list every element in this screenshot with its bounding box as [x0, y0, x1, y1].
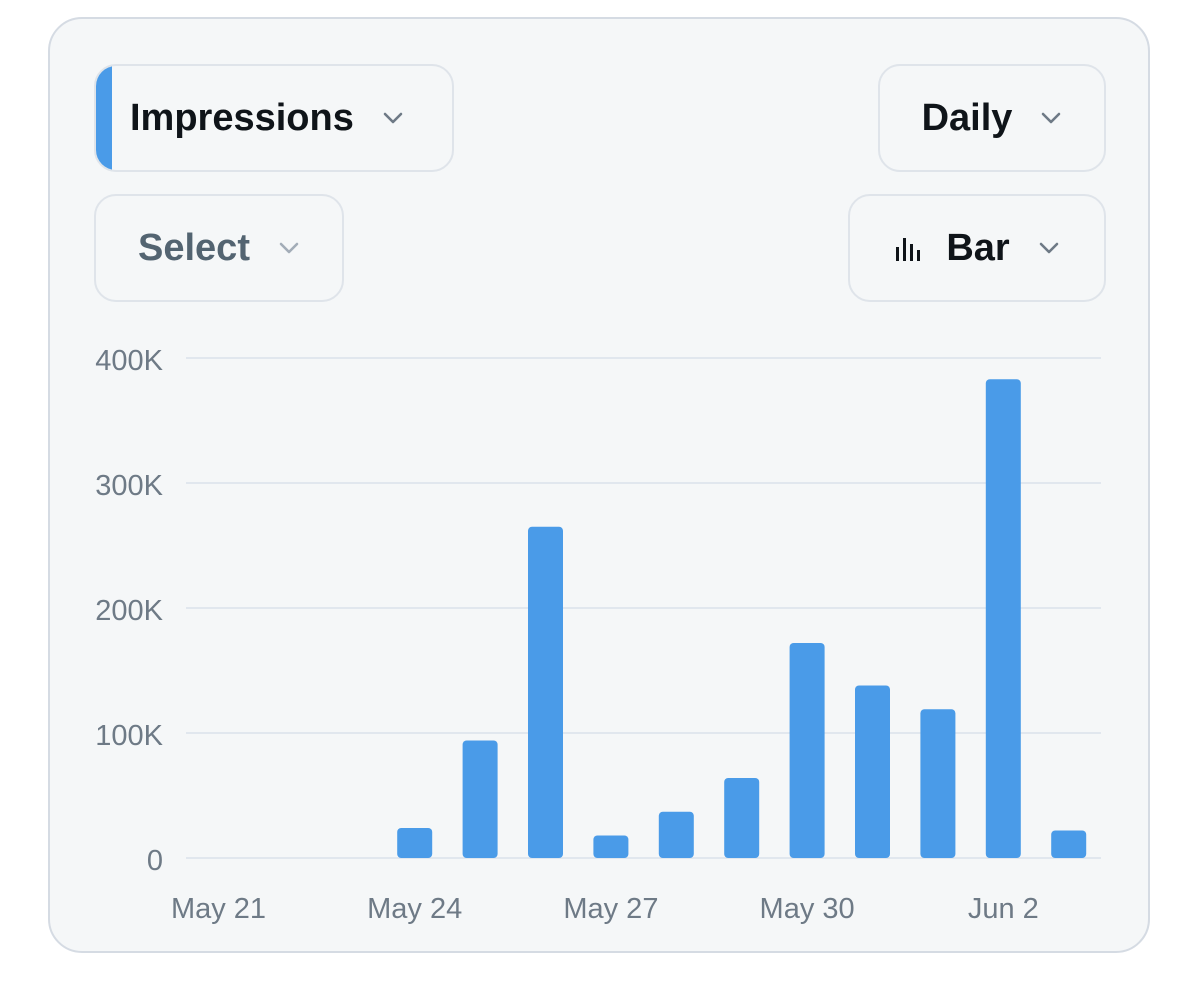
- bar: [789, 643, 825, 858]
- y-tick-label: 400K: [95, 345, 163, 377]
- bar: [1051, 830, 1087, 858]
- y-tick-label: 100K: [95, 720, 163, 752]
- chevron-down-icon: [1042, 112, 1061, 124]
- x-tick-label: May 24: [367, 893, 462, 925]
- y-tick-label: 300K: [95, 470, 163, 502]
- bar: [724, 778, 760, 858]
- chevron-down-icon: [1039, 242, 1058, 254]
- chart-card: [48, 17, 1150, 953]
- x-tick-label: May 21: [171, 893, 266, 925]
- select-dropdown[interactable]: Select: [94, 194, 344, 302]
- y-tick-label: 200K: [95, 595, 163, 627]
- bar: [985, 379, 1021, 858]
- period-dropdown[interactable]: Daily: [878, 64, 1106, 172]
- period-label: Daily: [921, 96, 1013, 139]
- x-tick-label: May 27: [563, 893, 658, 925]
- y-tick-label: 0: [147, 845, 163, 877]
- bar: [920, 709, 956, 858]
- bar: [658, 811, 694, 858]
- chevron-down-icon: [383, 112, 403, 124]
- x-tick-label: Jun 2: [968, 893, 1039, 925]
- metric-label: Impressions: [130, 96, 354, 139]
- chart-type-dropdown[interactable]: Bar: [848, 194, 1106, 302]
- bar: [462, 740, 498, 858]
- bar: [855, 685, 890, 858]
- x-tick-label: May 30: [760, 893, 855, 925]
- bar: [528, 526, 563, 858]
- metric-dropdown[interactable]: Impressions: [94, 64, 454, 172]
- bar-chart-icon: [896, 238, 921, 261]
- chart-type-label: Bar: [946, 226, 1010, 269]
- chevron-down-icon: [279, 242, 299, 254]
- bar: [593, 835, 629, 858]
- bar: [397, 828, 433, 858]
- metric-accent-bar: [96, 66, 112, 170]
- select-label: Select: [138, 226, 250, 269]
